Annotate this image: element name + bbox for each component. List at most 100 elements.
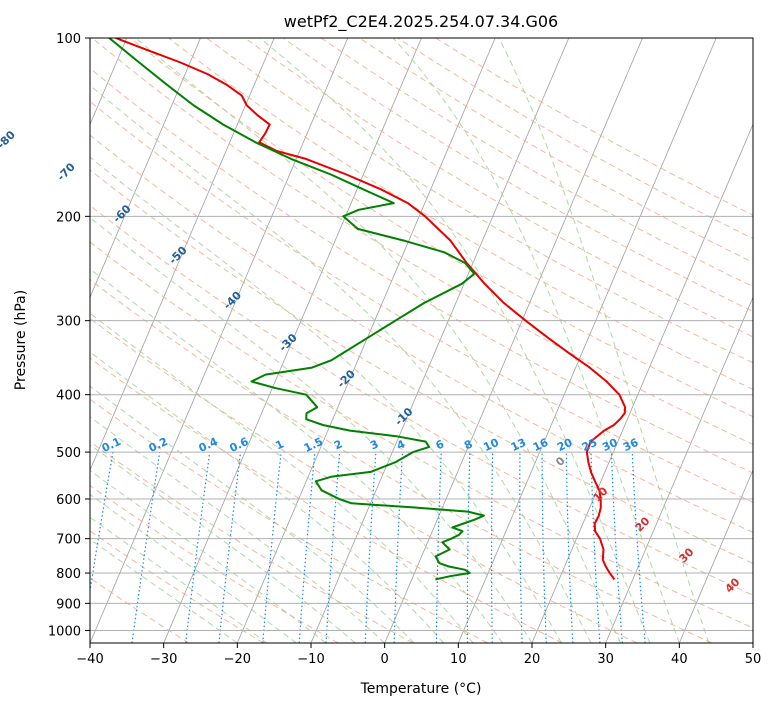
- dry-adiabat-line: [90, 241, 753, 629]
- mixing-ratio-line: [364, 452, 377, 643]
- isotherm-line: [752, 641, 753, 643]
- x-tick-label: −10: [297, 652, 324, 667]
- plot-frame: [89, 37, 754, 644]
- mixing-ratio-label: 20: [555, 436, 575, 454]
- mixing-ratio-line: [131, 452, 161, 643]
- moist-adiabat-line: [90, 312, 474, 643]
- dry-adiabat-label: -80: [0, 128, 18, 151]
- y-tick-label: 400: [56, 389, 81, 404]
- x-tick-label: 50: [745, 652, 762, 667]
- isotherm-line: [384, 38, 643, 643]
- dry-adiabat-line: [90, 484, 339, 643]
- x-tick-label: 10: [450, 652, 467, 667]
- mixing-ratio-label: 3: [368, 437, 380, 452]
- moist-adiabat-line: [90, 351, 444, 643]
- dry-adiabat-line: [90, 279, 712, 643]
- isotherm-line: [90, 38, 349, 643]
- mixing-ratio-label: 30: [600, 436, 620, 454]
- dry-adiabat-label: -10: [392, 405, 415, 428]
- dry-adiabat-label: -60: [110, 202, 133, 225]
- mixing-ratio-line: [435, 452, 442, 643]
- moist-adiabat-line: [135, 38, 621, 643]
- moist-adiabat-line: [90, 493, 297, 643]
- y-tick-label: 900: [56, 597, 81, 612]
- x-tick-label: 20: [524, 652, 541, 667]
- mixing-ratio-label: 10: [481, 436, 501, 454]
- dry-adiabat-line: [90, 398, 488, 643]
- isotherm-line: [531, 123, 753, 643]
- moist-adiabat-line: [90, 268, 503, 643]
- mixing-ratio-line: [218, 452, 242, 643]
- mixing-ratio-line: [262, 452, 282, 643]
- mixing-ratio-line: [565, 452, 574, 643]
- x-tick-label: −30: [150, 652, 177, 667]
- mixing-ratio-label: 25: [580, 436, 599, 454]
- background-lines: [90, 38, 753, 643]
- y-tick-label: 100: [56, 32, 81, 47]
- moist-adiabat-line: [90, 385, 415, 643]
- x-tick-label: 0: [381, 652, 389, 667]
- dry-adiabat-line: [130, 38, 753, 418]
- isotherm-line: [605, 296, 753, 643]
- isotherm-line: [678, 469, 753, 643]
- pressure-grid: [90, 38, 753, 631]
- temperature-line: [115, 38, 627, 580]
- y-tick-label: 800: [56, 567, 81, 582]
- isotherm-line: [90, 38, 201, 299]
- mixing-ratio-line: [298, 452, 316, 643]
- moist-adiabat-line: [90, 469, 327, 643]
- mixing-ratio-label: 4: [395, 437, 408, 452]
- isotherm-line: [236, 38, 496, 643]
- dry-adiabat-line: [90, 441, 414, 643]
- y-axis: 100 200 300 400 500 600 700 800 900 1000: [48, 32, 90, 639]
- mixing-ratio-line: [466, 452, 471, 643]
- dry-adiabat-line: [90, 317, 638, 643]
- moist-adiabat-line: [90, 444, 356, 643]
- moist-adiabat-line: [90, 156, 562, 643]
- dry-adiabat-line: [435, 38, 753, 216]
- mixing-ratio-line: [90, 451, 114, 595]
- profile-lines: [108, 38, 627, 581]
- dry-adiabat-line: [90, 100, 753, 503]
- mixing-ratio-label: 16: [531, 436, 551, 454]
- dry-adiabat-line: [90, 357, 563, 643]
- y-tick-label: 500: [56, 446, 81, 461]
- dry-adiabat-line: [90, 134, 753, 534]
- moist-adiabat-label: 10: [591, 484, 611, 504]
- moist-adiabat-line: [90, 538, 238, 643]
- y-tick-label: 300: [56, 315, 81, 330]
- isotherm-line: [457, 38, 717, 643]
- moist-adiabat-line: [259, 38, 651, 643]
- x-tick-label: 30: [597, 652, 614, 667]
- dry-adiabat-line: [90, 204, 753, 596]
- x-tick-label: −40: [76, 652, 103, 667]
- moist-adiabat-line: [498, 38, 710, 643]
- dry-adiabat-label: -20: [335, 367, 358, 390]
- isotherm-line: [90, 38, 275, 472]
- dry-adiabat-line: [244, 38, 753, 338]
- y-tick-label: 1000: [48, 624, 81, 639]
- y-tick-label: 600: [56, 493, 81, 508]
- mixing-ratio-label: 13: [509, 436, 528, 454]
- dry-adiabat-line: [359, 38, 753, 264]
- x-axis-label: Temperature (°C): [360, 681, 482, 697]
- moist-adiabat-label: 30: [677, 545, 697, 565]
- dry-adiabat-label: -70: [55, 160, 78, 183]
- moist-adiabat-line: [90, 516, 268, 643]
- moist-adiabat-line: [90, 216, 533, 643]
- isotherm-line: [163, 38, 422, 643]
- dry-adiabat-label: -40: [221, 289, 244, 312]
- moist-adiabat-label: 20: [633, 514, 653, 534]
- mixing-ratio-line: [185, 452, 211, 643]
- dry-adiabat-line: [91, 38, 753, 446]
- moist-adiabat-line: [90, 416, 386, 643]
- mixing-ratio-label: 36: [621, 436, 641, 454]
- mixing-ratio-line: [519, 452, 523, 643]
- chart-title: wetPf2_C2E4.2025.254.07.34.G06: [284, 12, 558, 32]
- y-axis-label: Pressure (hPa): [13, 290, 29, 390]
- x-tick-label: −20: [224, 652, 251, 667]
- y-tick-label: 700: [56, 533, 81, 548]
- x-tick-label: 40: [671, 652, 688, 667]
- dry-adiabat-line: [90, 530, 264, 643]
